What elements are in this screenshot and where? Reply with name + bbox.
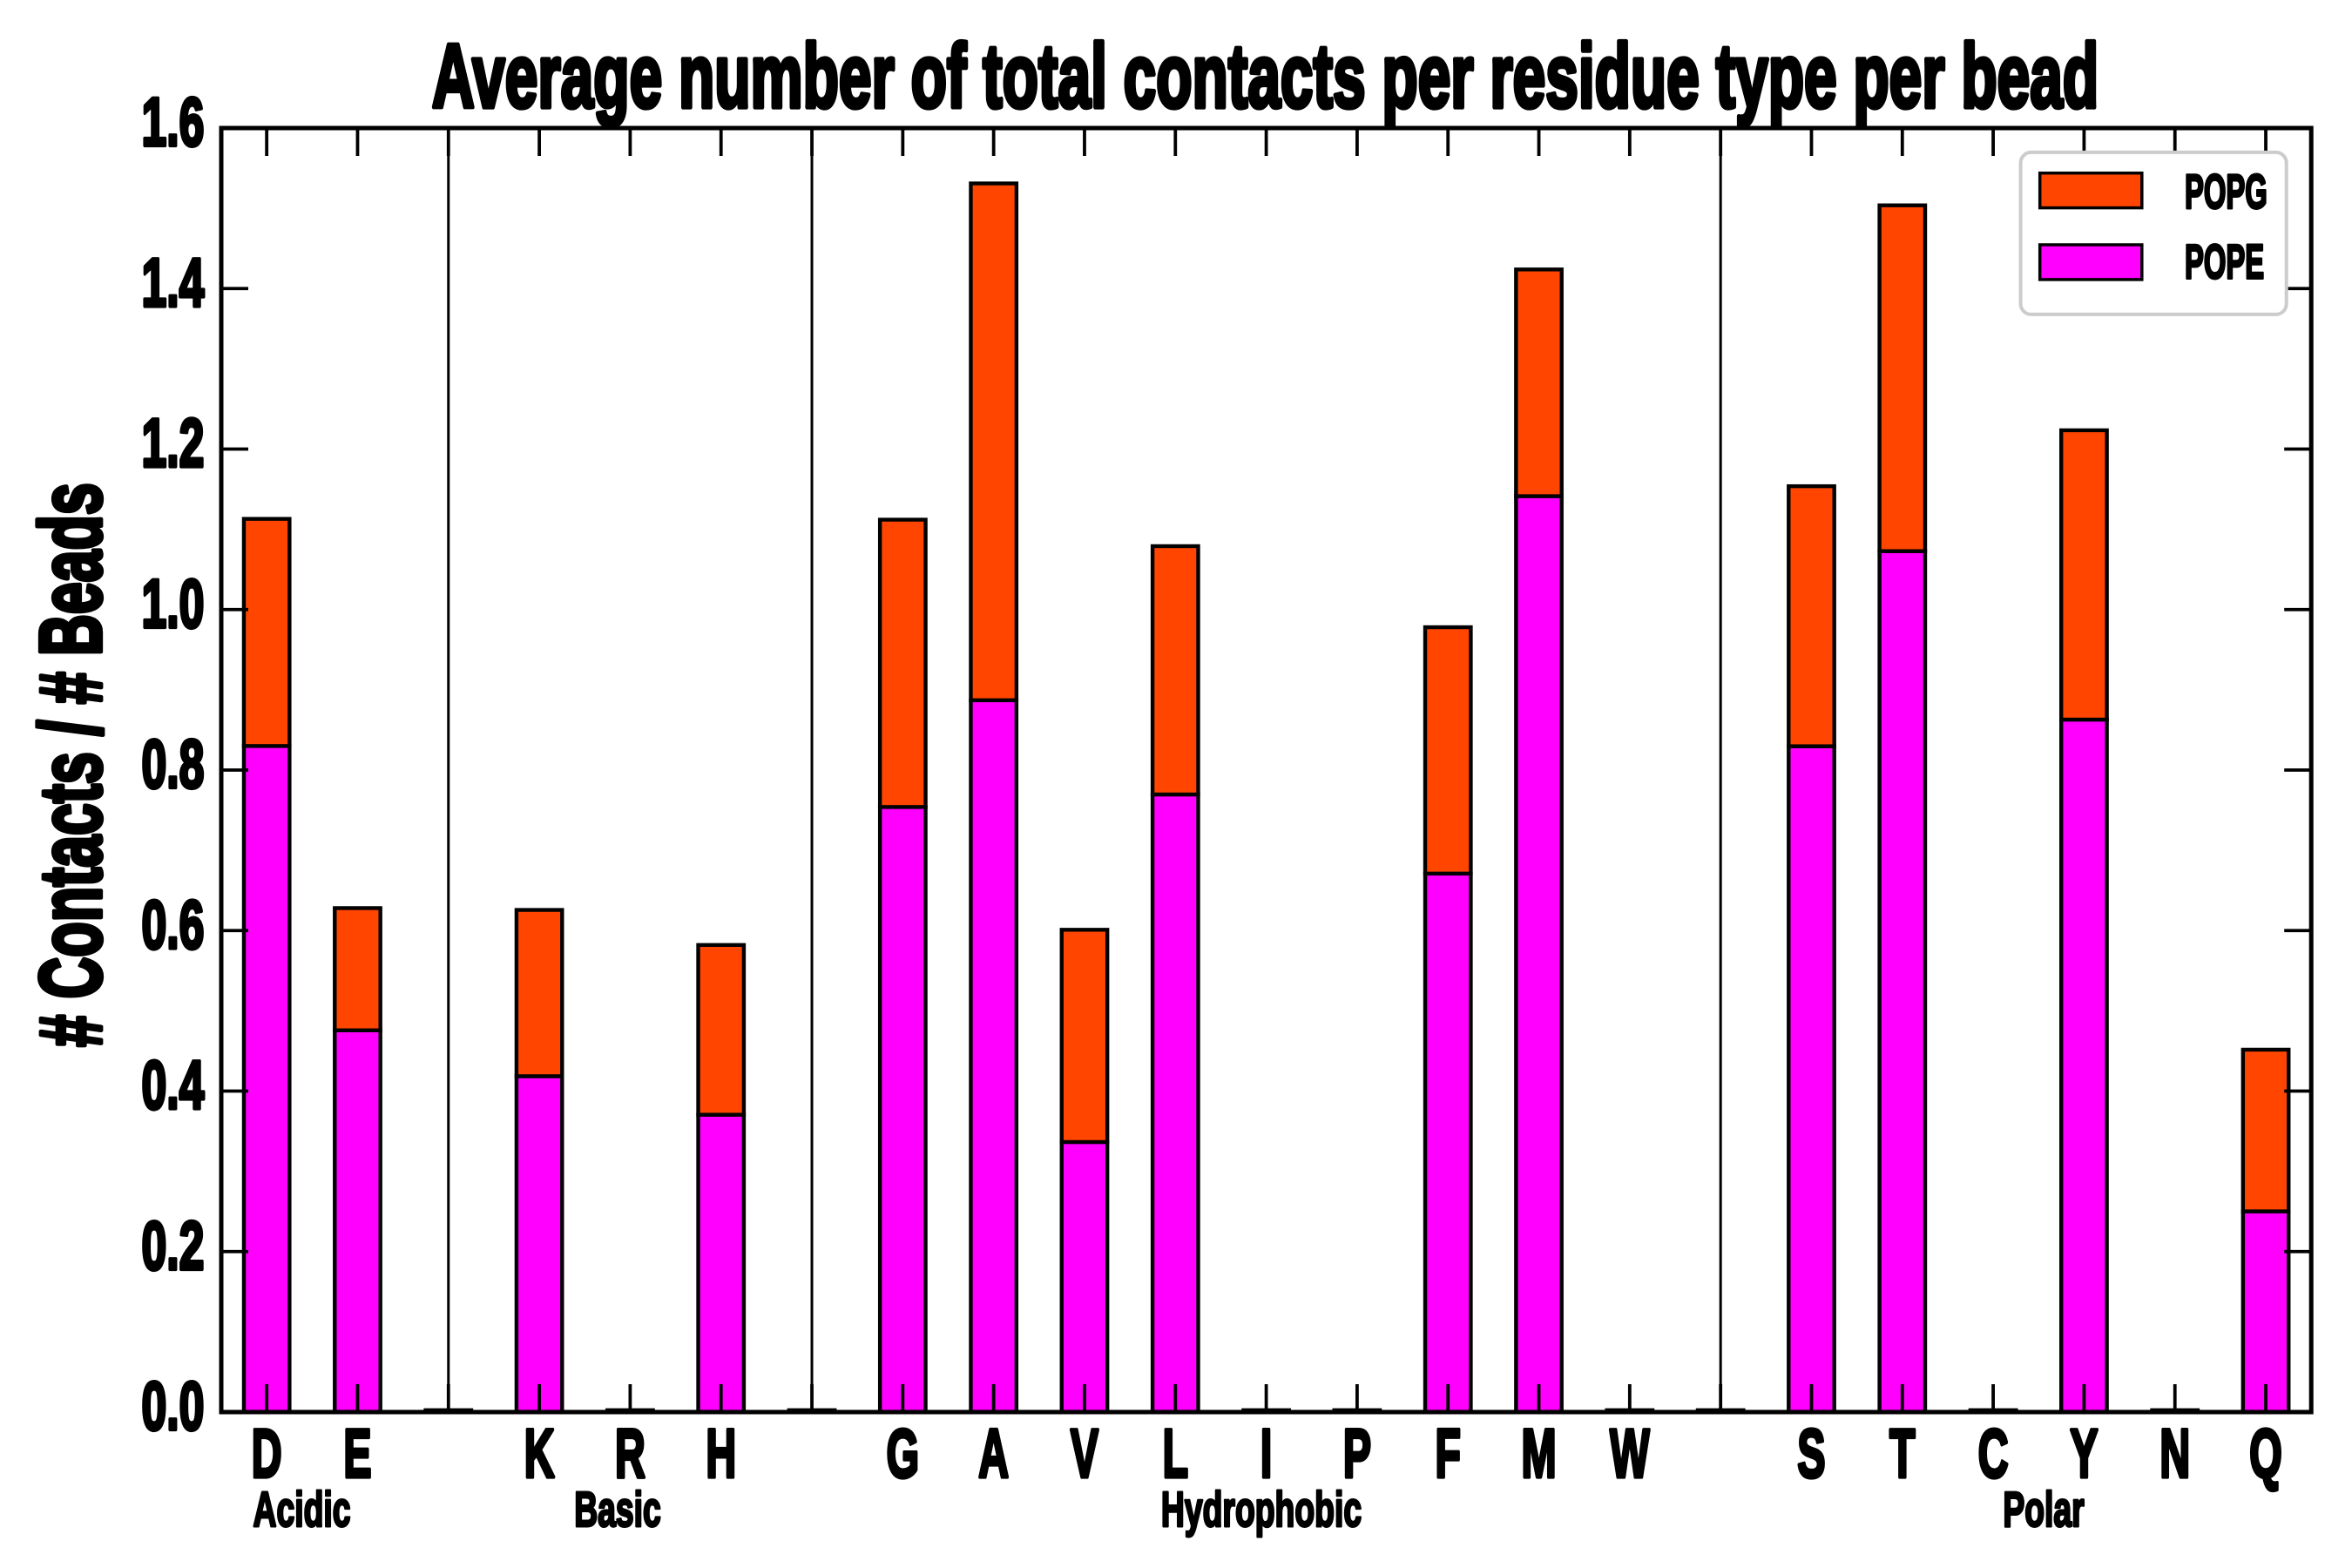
svg-text:0.8: 0.8 [141,727,204,802]
svg-text:R: R [615,1415,645,1491]
svg-text:L: L [1163,1415,1188,1491]
svg-text:A: A [978,1415,1009,1491]
svg-text:W: W [1610,1415,1650,1491]
svg-text:E: E [343,1415,371,1491]
svg-text:C: C [1978,1415,2009,1491]
svg-text:# Contacts / # Beads: # Contacts / # Beads [22,483,119,1046]
svg-text:Y: Y [2070,1415,2098,1491]
svg-text:G: G [887,1415,919,1491]
svg-text:0.2: 0.2 [141,1208,204,1284]
svg-text:P: P [1343,1415,1371,1491]
svg-text:F: F [1436,1415,1461,1491]
svg-text:POPE: POPE [2185,235,2264,289]
svg-text:Average number of total contac: Average number of total contacts per res… [432,26,2099,127]
svg-text:K: K [524,1415,555,1491]
svg-text:I: I [1260,1415,1272,1491]
svg-text:POPG: POPG [2185,165,2268,219]
svg-text:1.4: 1.4 [141,246,204,321]
svg-text:H: H [706,1415,736,1491]
svg-text:Basic: Basic [574,1482,661,1538]
svg-text:M: M [1521,1415,1556,1491]
svg-text:1.6: 1.6 [141,84,204,160]
svg-text:Hydrophobic: Hydrophobic [1161,1482,1362,1538]
svg-text:0.6: 0.6 [141,888,204,963]
svg-text:N: N [2159,1415,2190,1491]
svg-text:S: S [1797,1415,1825,1491]
svg-text:1.0: 1.0 [141,566,204,642]
svg-text:0.0: 0.0 [141,1369,204,1444]
svg-text:D: D [252,1415,282,1491]
svg-text:T: T [1889,1415,1915,1491]
svg-text:Polar: Polar [2003,1482,2085,1538]
svg-text:Acidic: Acidic [253,1482,350,1538]
svg-text:1.2: 1.2 [141,406,204,482]
svg-text:V: V [1071,1415,1098,1491]
svg-text:Q: Q [2249,1415,2281,1491]
svg-text:0.4: 0.4 [141,1048,204,1124]
